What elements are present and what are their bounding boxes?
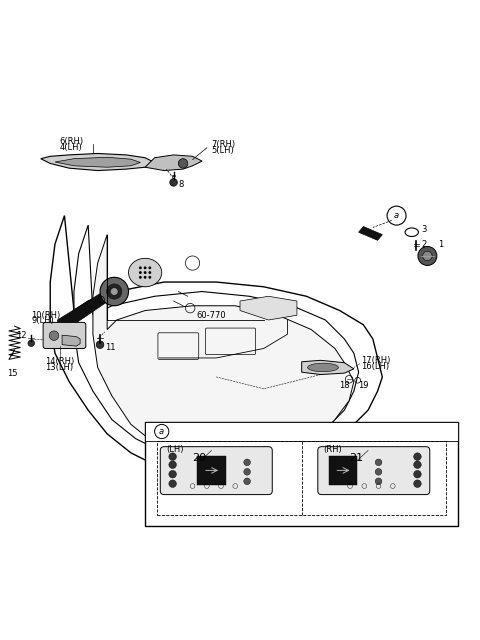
Text: 5(LH): 5(LH) (212, 146, 234, 155)
Polygon shape (93, 235, 354, 462)
Circle shape (414, 480, 421, 488)
Text: 13(LH): 13(LH) (46, 363, 73, 372)
Text: 7(RH): 7(RH) (212, 140, 236, 149)
Text: 18: 18 (339, 381, 350, 390)
Circle shape (139, 271, 142, 274)
Bar (157, 441, 446, 515)
Text: 20: 20 (192, 452, 207, 463)
Circle shape (169, 480, 177, 488)
Text: 1: 1 (438, 239, 444, 248)
Polygon shape (41, 154, 155, 170)
Circle shape (170, 179, 178, 186)
Circle shape (139, 276, 142, 279)
Text: a: a (394, 211, 399, 220)
Circle shape (414, 453, 421, 460)
Circle shape (169, 453, 177, 460)
Text: 11: 11 (105, 342, 115, 351)
Polygon shape (57, 288, 117, 331)
Polygon shape (55, 157, 140, 167)
Text: 12: 12 (16, 331, 26, 340)
Bar (145, 422, 458, 526)
Circle shape (423, 252, 432, 260)
Bar (197, 456, 226, 485)
Circle shape (375, 468, 382, 475)
Circle shape (144, 266, 146, 269)
Circle shape (244, 478, 251, 484)
Polygon shape (145, 155, 202, 170)
Circle shape (148, 266, 151, 269)
Circle shape (49, 331, 59, 340)
Circle shape (169, 470, 177, 478)
Text: 6(RH): 6(RH) (60, 137, 84, 146)
Circle shape (414, 461, 421, 468)
Text: 8: 8 (179, 180, 184, 189)
Circle shape (96, 341, 104, 348)
Circle shape (144, 271, 146, 274)
Circle shape (244, 459, 251, 466)
Circle shape (179, 159, 188, 168)
Text: 60-770: 60-770 (197, 311, 227, 320)
Text: 19: 19 (358, 381, 369, 390)
Circle shape (375, 478, 382, 484)
Circle shape (375, 459, 382, 466)
Text: 15: 15 (8, 369, 18, 378)
Circle shape (100, 277, 129, 306)
Text: 3: 3 (421, 225, 427, 234)
Polygon shape (62, 335, 80, 346)
Text: 2: 2 (421, 239, 427, 248)
Circle shape (144, 276, 146, 279)
Bar (145, 422, 458, 441)
FancyBboxPatch shape (318, 447, 430, 495)
Text: 4(LH): 4(LH) (60, 143, 83, 152)
Circle shape (110, 288, 118, 295)
Text: 14(RH): 14(RH) (46, 356, 75, 366)
Circle shape (148, 271, 151, 274)
Circle shape (244, 468, 251, 475)
Circle shape (28, 340, 35, 347)
FancyBboxPatch shape (160, 447, 272, 495)
Circle shape (139, 266, 142, 269)
FancyBboxPatch shape (43, 323, 86, 348)
Text: 21: 21 (349, 452, 363, 463)
Polygon shape (240, 296, 297, 320)
Ellipse shape (129, 259, 162, 287)
Circle shape (106, 283, 123, 300)
Text: 9(LH): 9(LH) (31, 316, 54, 326)
Bar (329, 456, 357, 485)
Ellipse shape (308, 363, 338, 372)
Polygon shape (301, 360, 354, 374)
Circle shape (169, 461, 177, 468)
Circle shape (418, 246, 437, 266)
Text: 17(RH): 17(RH) (361, 356, 390, 365)
Text: (LH): (LH) (167, 445, 184, 454)
Circle shape (414, 470, 421, 478)
Text: a: a (159, 427, 164, 436)
Text: 16(LH): 16(LH) (361, 362, 389, 371)
Text: 10(RH): 10(RH) (31, 311, 60, 320)
Circle shape (148, 276, 151, 279)
Polygon shape (359, 227, 383, 240)
Text: (RH): (RH) (323, 445, 342, 454)
